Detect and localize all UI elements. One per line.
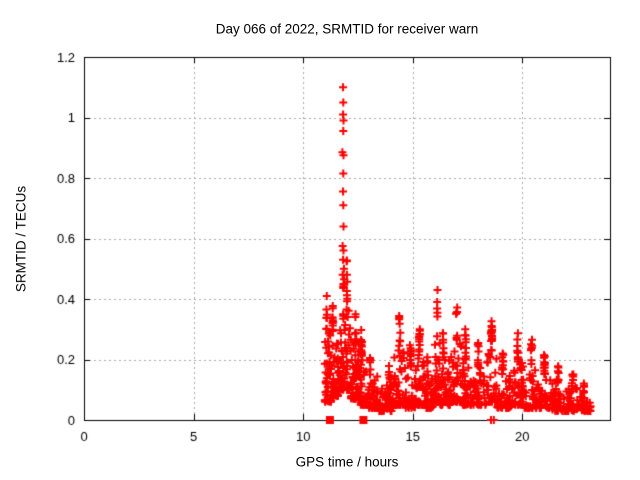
x-axis-label: GPS time / hours bbox=[295, 454, 399, 470]
y-axis-label: SRMTID / TECUs bbox=[13, 185, 29, 293]
chart-title: Day 066 of 2022, SRMTID for receiver war… bbox=[215, 21, 479, 37]
